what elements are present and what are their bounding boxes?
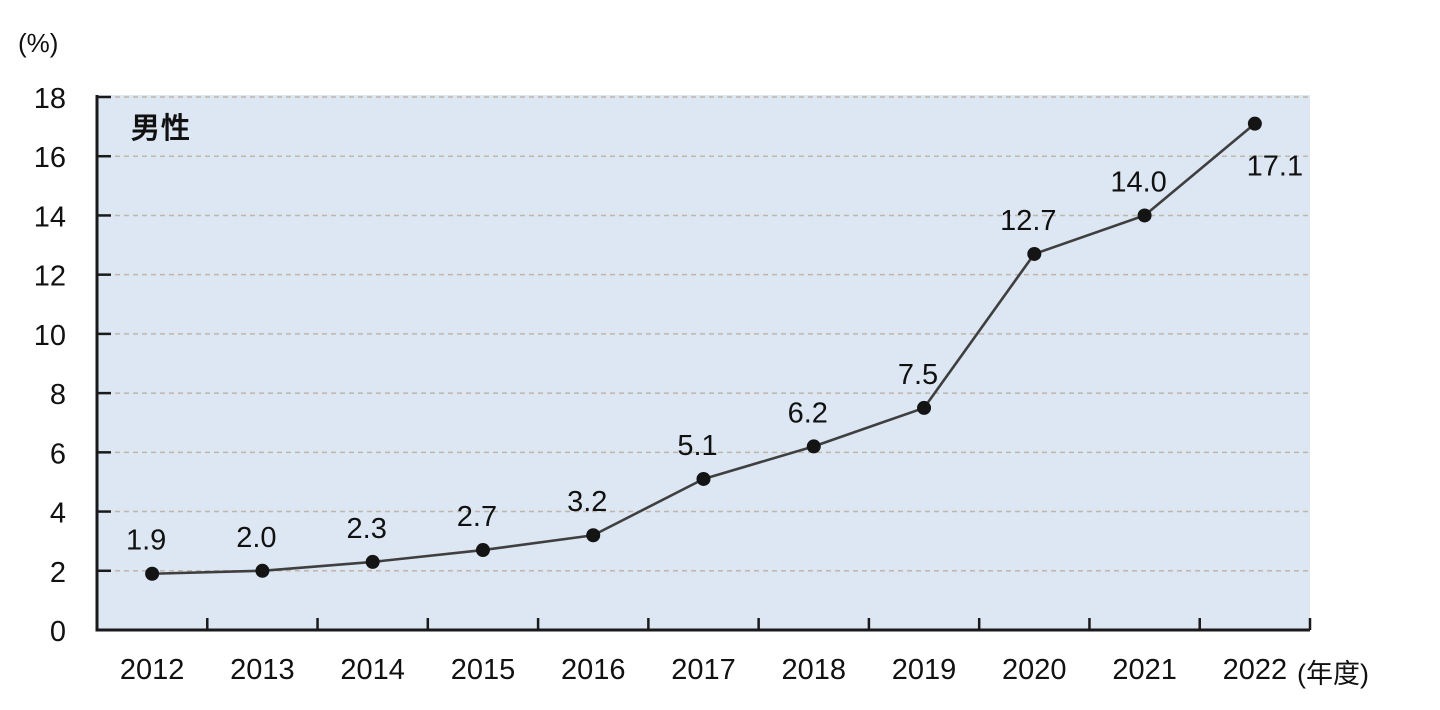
data-point-label: 3.2 (567, 486, 607, 518)
x-axis-tick-label: 2020 (1002, 654, 1067, 686)
y-axis-tick-label: 8 (50, 379, 66, 411)
y-axis-tick-label: 12 (34, 261, 66, 293)
y-axis-tick-label: 18 (34, 83, 66, 115)
data-point (475, 543, 490, 558)
x-axis-tick-label: 2022 (1223, 654, 1288, 686)
data-point-label: 2.0 (236, 522, 276, 554)
y-axis-tick-label: 10 (34, 320, 66, 352)
x-axis-tick-label: 2021 (1112, 654, 1177, 686)
data-point (365, 554, 380, 569)
data-point (255, 563, 270, 578)
x-axis-tick-label: 2014 (340, 654, 405, 686)
y-axis-tick-label: 4 (50, 498, 66, 530)
plot-background (97, 95, 1310, 630)
y-axis-tick-label: 2 (50, 557, 66, 589)
data-point-label: 17.1 (1247, 151, 1303, 183)
data-point (1247, 116, 1262, 131)
series-label: 男性 (131, 113, 192, 145)
data-point (696, 471, 711, 486)
y-axis-tick-label: 0 (50, 616, 66, 648)
data-point-label: 7.5 (898, 359, 938, 391)
data-point (586, 528, 601, 543)
x-axis-tick-label: 2019 (892, 654, 957, 686)
x-axis-tick-label: 2018 (782, 654, 847, 686)
y-axis-tick-label: 16 (34, 142, 66, 174)
data-point (806, 439, 821, 454)
y-axis-tick-label: 14 (34, 201, 66, 233)
x-axis-suffix-label: (年度) (1297, 659, 1369, 689)
x-axis-tick-label: 2015 (451, 654, 516, 686)
data-point (1137, 208, 1152, 223)
data-point-label: 2.3 (347, 513, 387, 545)
x-axis-tick-label: 2017 (671, 654, 736, 686)
data-point (145, 566, 160, 581)
y-axis-tick-label: 6 (50, 438, 66, 470)
x-axis-tick-label: 2016 (561, 654, 626, 686)
data-point-label: 2.7 (457, 501, 497, 533)
data-point-label: 12.7 (1000, 205, 1056, 237)
x-axis-tick-label: 2013 (230, 654, 295, 686)
data-point (1027, 246, 1042, 261)
data-point (917, 400, 932, 415)
data-point-label: 1.9 (126, 525, 166, 557)
x-axis-tick-label: 2012 (120, 654, 185, 686)
data-point-label: 14.0 (1110, 166, 1166, 198)
data-point-label: 5.1 (677, 430, 717, 462)
y-axis-unit-label: (%) (18, 28, 59, 58)
data-point-label: 6.2 (788, 397, 828, 429)
